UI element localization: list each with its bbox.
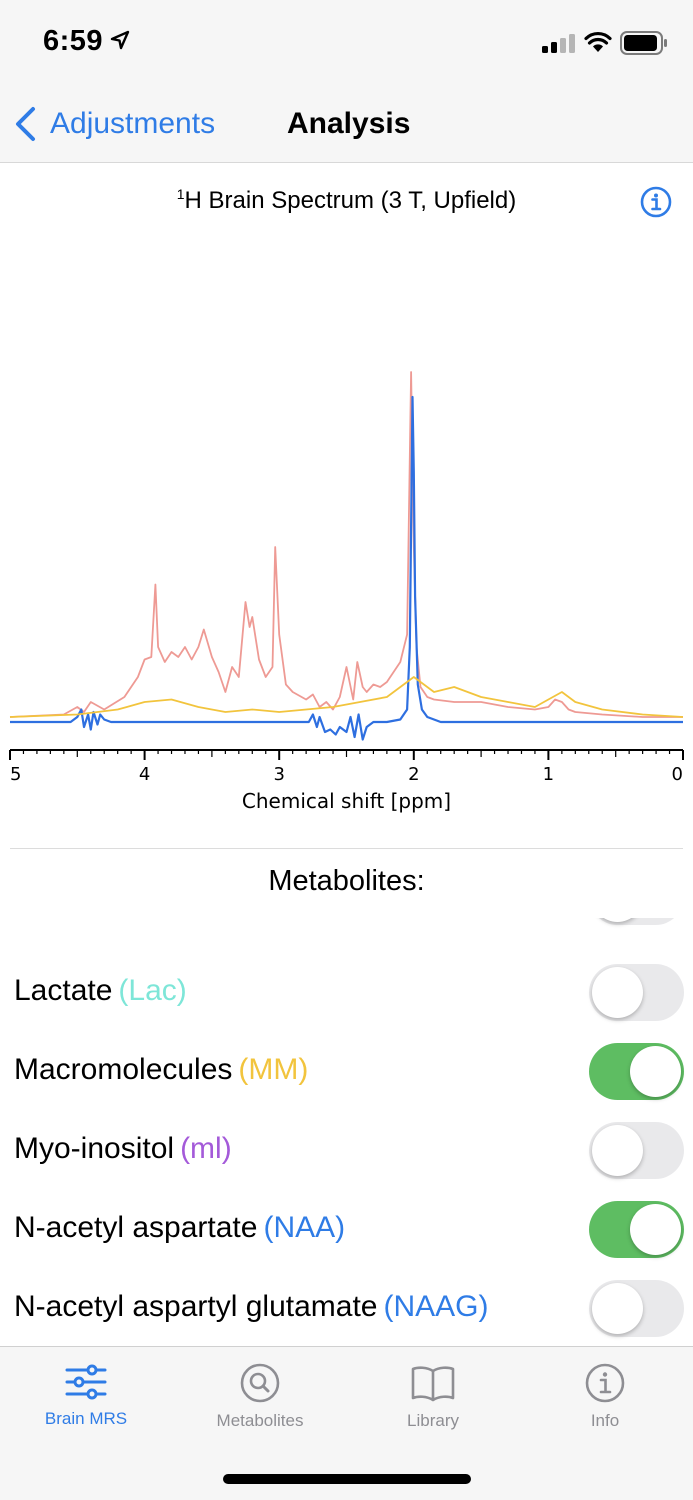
toggle-knob: [630, 1046, 681, 1097]
toggle-knob: [592, 967, 643, 1018]
chevron-left-icon: [16, 107, 35, 141]
home-indicator: [223, 1474, 471, 1484]
tab-label: Brain MRS: [44, 1409, 128, 1428]
metabolite-toggle[interactable]: [589, 964, 684, 1021]
metabolite-toggle[interactable]: [589, 1201, 684, 1258]
metabolite-toggle[interactable]: [589, 1280, 684, 1337]
status-bar: 6:59: [0, 0, 693, 88]
metabolite-abbreviation: (ml): [180, 1132, 232, 1165]
metabolite-name: Lactate: [14, 974, 113, 1007]
spectrum-chart: 5 4 3 2 1 0 Chemical shift [ppm]: [9, 371, 684, 813]
metabolite-toggle[interactable]: [589, 1122, 684, 1179]
toggle-knob: [592, 918, 643, 922]
metabolite-label: N-acetyl aspartate (NAA): [14, 1211, 345, 1245]
section-divider: [10, 848, 683, 849]
metabolite-row: Macromolecules (MM): [0, 1041, 693, 1101]
metabolite-toggle[interactable]: [589, 918, 684, 925]
page-title: Analysis: [287, 107, 411, 140]
chart-title: 1H Brain Spectrum (3 T, Upfield): [0, 186, 693, 215]
x-axis-ticks: 5 4 3 2 1 0: [9, 750, 684, 785]
navigation-bar: Adjustments Analysis: [0, 88, 693, 163]
metabolite-label: Lactate (Lac): [14, 974, 187, 1008]
toggle-knob: [592, 1125, 643, 1176]
metabolite-row: N-acetyl aspartate (NAA): [0, 1199, 693, 1259]
spectrum-line-2: [9, 676, 684, 718]
spectrum-series: [9, 371, 684, 741]
spectrum-line-0: [9, 371, 683, 718]
tab-info[interactable]: Info: [535, 1363, 675, 1431]
metabolite-name: Macromolecules: [14, 1053, 233, 1086]
x-tick-label: 2: [408, 764, 419, 785]
metabolite-label: N-acetyl aspartyl glutamate (NAAG): [14, 1290, 489, 1324]
status-time: 6:59: [43, 25, 104, 57]
x-axis-label: Chemical shift [ppm]: [242, 789, 451, 813]
magnifier-icon: [240, 1363, 280, 1403]
chart-title-text: H Brain Spectrum (3 T, Upfield): [184, 187, 517, 214]
metabolite-row: Lactate (Lac): [0, 962, 693, 1022]
tab-label: Info: [590, 1411, 620, 1430]
metabolite-abbreviation: (Lac): [118, 974, 187, 1007]
toggle-knob: [592, 1283, 643, 1334]
spectrum-line-1: [10, 395, 683, 741]
x-tick-label: 1: [543, 764, 554, 785]
metabolite-label: Macromolecules (MM): [14, 1053, 308, 1087]
sliders-icon: [65, 1364, 107, 1400]
metabolite-name: N-acetyl aspartate: [14, 1211, 258, 1244]
metabolite-name: Myo-inositol: [14, 1132, 175, 1165]
metabolite-list[interactable]: Lactate (Lac) Macromolecules (MM) Myo-inosit…: [0, 918, 693, 1346]
metabolite-name: N-acetyl aspartyl glutamate: [14, 1290, 378, 1323]
metabolite-abbreviation: (NAA): [263, 1211, 346, 1244]
toggle-knob: [630, 1204, 681, 1255]
tab-metabolites[interactable]: Metabolites: [190, 1363, 330, 1431]
tab-label: Metabolites: [216, 1411, 304, 1430]
wifi-icon: [584, 31, 612, 52]
metabolite-toggle[interactable]: [589, 1043, 684, 1100]
battery-icon: [620, 31, 667, 55]
metabolite-row-partial: [0, 918, 693, 926]
chart-info-icon[interactable]: [640, 186, 672, 218]
x-tick-label: 4: [139, 764, 150, 785]
metabolite-label: Myo-inositol (ml): [14, 1132, 232, 1166]
metabolite-abbreviation: (NAAG): [383, 1290, 489, 1323]
back-button-label: Adjustments: [50, 107, 216, 140]
chart-title-superscript: 1: [176, 186, 185, 202]
book-icon: [411, 1366, 455, 1402]
metabolite-abbreviation: (MM): [238, 1053, 309, 1086]
x-tick-label: 3: [273, 764, 284, 785]
x-tick-label: 0: [672, 764, 683, 785]
tab-library[interactable]: Library: [363, 1363, 503, 1431]
metabolites-heading: Metabolites:: [268, 865, 425, 897]
metabolite-row: N-acetyl aspartyl glutamate (NAAG): [0, 1278, 693, 1338]
metabolite-row: Myo-inositol (ml): [0, 1120, 693, 1180]
tab-label: Library: [407, 1411, 459, 1430]
info-icon: [585, 1363, 625, 1403]
x-tick-label: 5: [10, 764, 21, 785]
cellular-signal-icon: [542, 34, 575, 53]
back-button[interactable]: Adjustments: [14, 102, 215, 146]
location-arrow-icon: [110, 30, 130, 50]
tab-brain-mrs[interactable]: Brain MRS: [16, 1363, 156, 1429]
